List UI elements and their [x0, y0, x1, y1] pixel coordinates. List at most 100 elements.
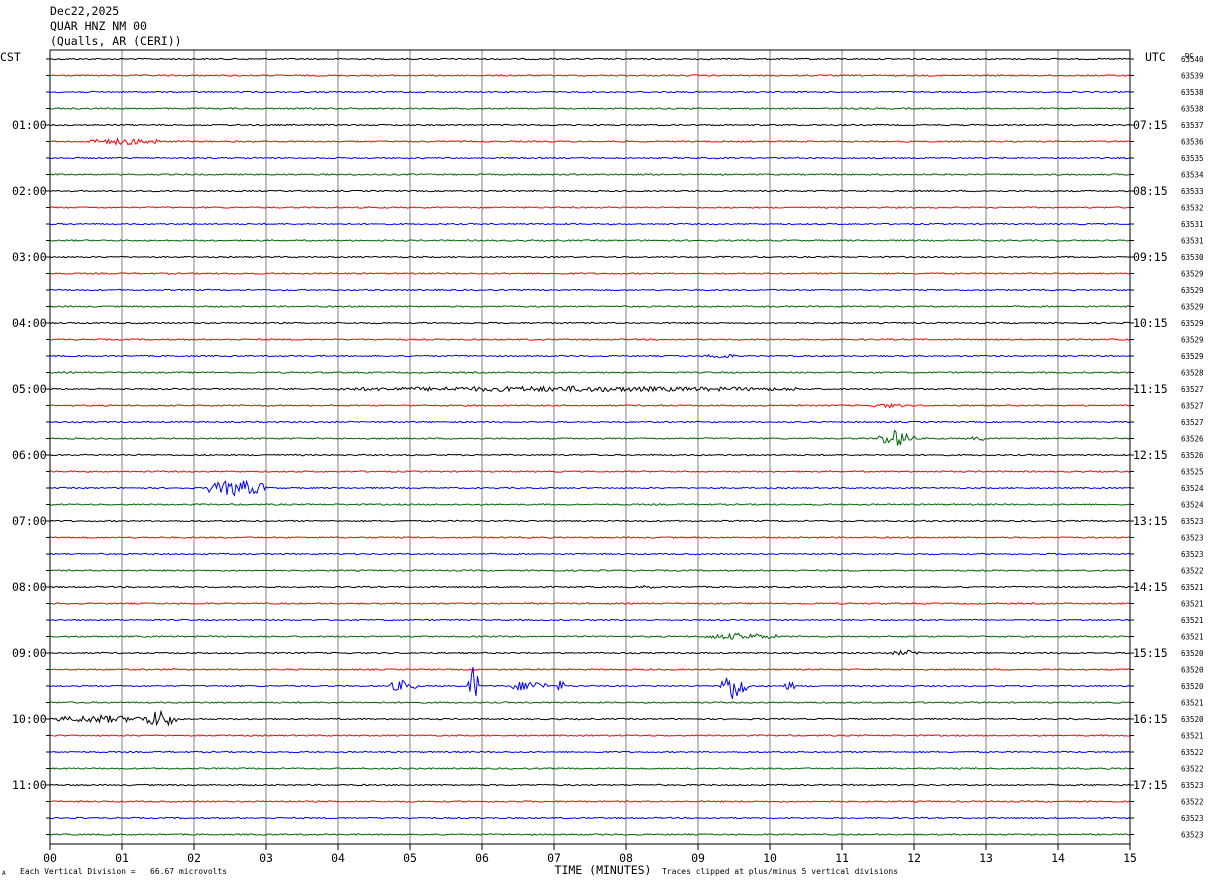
left-timezone-label: CST	[0, 50, 21, 64]
trace-row-20	[49, 384, 1131, 393]
trace-row-37	[49, 668, 1131, 671]
right-hour-label: 17:15	[1133, 778, 1168, 792]
trace-row-44	[49, 783, 1131, 787]
trace-row-34	[49, 618, 1131, 622]
right-hour-label: 09:15	[1133, 250, 1168, 264]
left-hour-label: 01:00	[12, 118, 47, 132]
dc-offset-label: 63521	[1181, 616, 1204, 625]
dc-header-label: DC	[1185, 52, 1193, 60]
trace-row-43	[49, 767, 1131, 770]
dc-offset-label: 63521	[1181, 583, 1204, 592]
dc-offset-label: 63523	[1181, 517, 1204, 526]
trace-row-6	[49, 156, 1131, 160]
x-tick-label: 00	[43, 851, 57, 865]
trace-row-3	[49, 107, 1131, 110]
scale-note: Each Vertical Division = 66.67 microvolt…	[20, 867, 228, 876]
dc-offset-label: 63529	[1181, 336, 1204, 345]
dc-offset-label: 63524	[1181, 501, 1204, 510]
trace-row-40	[49, 709, 1131, 727]
left-hour-label: 02:00	[12, 184, 47, 198]
x-tick-label: 12	[907, 851, 921, 865]
dc-offset-label: 63529	[1181, 286, 1204, 295]
trace-row-35	[49, 632, 1131, 640]
right-hour-label: 07:15	[1133, 118, 1168, 132]
right-hour-label: 16:15	[1133, 712, 1168, 726]
trace-row-21	[49, 402, 1131, 409]
left-hour-label: 04:00	[12, 316, 47, 330]
trace-row-18	[49, 353, 1131, 359]
dc-offset-label: 63528	[1181, 369, 1204, 378]
trace-row-26	[49, 479, 1131, 497]
x-tick-label: 06	[475, 851, 489, 865]
trace-row-10	[49, 222, 1131, 226]
right-hour-label: 15:15	[1133, 646, 1168, 660]
trace-row-33	[50, 602, 1131, 605]
dc-offset-label: 63530	[1181, 253, 1204, 262]
trace-row-14	[49, 288, 1131, 292]
dc-offset-label: 63540	[1181, 55, 1204, 64]
dc-offset-label: 63535	[1181, 154, 1204, 163]
trace-row-15	[49, 305, 1131, 308]
trace-row-45	[49, 800, 1131, 803]
trace-row-16	[49, 321, 1131, 325]
grid	[46, 50, 1134, 850]
dc-offset-label: 63520	[1181, 666, 1204, 675]
trace-row-19	[49, 371, 1131, 374]
trace-row-5	[49, 137, 1131, 146]
dc-offset-label: 63536	[1181, 138, 1204, 147]
station-label: QUAR HNZ NM 00	[50, 19, 147, 33]
trace-row-32	[49, 584, 1131, 589]
trace-row-0	[49, 57, 1131, 61]
dc-offset-label: 63529	[1181, 319, 1204, 328]
x-tick-label: 05	[403, 851, 417, 865]
dc-offset-label: 63524	[1181, 484, 1204, 493]
dc-offset-label: 63522	[1181, 748, 1204, 757]
left-hour-label: 07:00	[12, 514, 47, 528]
dc-offset-label: 63531	[1181, 237, 1204, 246]
trace-row-46	[49, 816, 1131, 820]
trace-row-13	[49, 272, 1131, 275]
dc-offset-label: 63522	[1181, 567, 1204, 576]
dc-offset-label: 63520	[1181, 682, 1204, 691]
dc-offset-label: 63521	[1181, 633, 1204, 642]
plot-frame	[49, 49, 1131, 845]
right-hour-label: 11:15	[1133, 382, 1168, 396]
dc-offset-label: 63539	[1181, 72, 1204, 81]
trace-row-7	[49, 173, 1131, 176]
dc-offset-label: 63526	[1181, 451, 1204, 460]
left-hour-label: 10:00	[12, 712, 47, 726]
dc-offset-label: 63529	[1181, 303, 1204, 312]
trace-row-38	[49, 667, 1131, 699]
x-tick-label: 01	[115, 851, 129, 865]
trace-row-1	[49, 74, 1131, 77]
x-tick-label: 14	[1051, 851, 1065, 865]
dc-offset-label: 63521	[1181, 600, 1204, 609]
trace-row-11	[49, 239, 1131, 242]
x-tick-label: 03	[259, 851, 273, 865]
trace-row-2	[49, 90, 1131, 94]
x-tick-label: 10	[763, 851, 777, 865]
dc-offset-label: 63532	[1181, 204, 1204, 213]
trace-row-17	[49, 338, 1131, 341]
trace-row-41	[49, 734, 1131, 737]
labels: CST UTC DC TIME (MINUTES) 00 01 02 03 04 05 06…	[0, 50, 1204, 877]
trace-row-8	[49, 189, 1131, 193]
trace-row-27	[49, 503, 1131, 506]
dc-offset-label: 63527	[1181, 418, 1204, 427]
dc-offset-label: 63523	[1181, 781, 1204, 790]
trace-row-36	[49, 649, 1131, 656]
right-hour-label: 13:15	[1133, 514, 1168, 528]
x-tick-label: 15	[1123, 851, 1137, 865]
right-hour-label: 14:15	[1133, 580, 1168, 594]
left-hour-label: 09:00	[12, 646, 47, 660]
traces	[49, 57, 1131, 836]
trace-row-24	[49, 453, 1131, 457]
trace-row-9	[49, 206, 1131, 209]
dc-offset-label: 63521	[1181, 699, 1204, 708]
trace-row-4	[49, 123, 1131, 127]
dc-offset-label: 63521	[1181, 732, 1204, 741]
trace-row-42	[49, 750, 1131, 754]
dc-offset-label: 63520	[1181, 715, 1204, 724]
dc-offset-label: 63534	[1181, 171, 1204, 180]
right-hour-label: 12:15	[1133, 448, 1168, 462]
